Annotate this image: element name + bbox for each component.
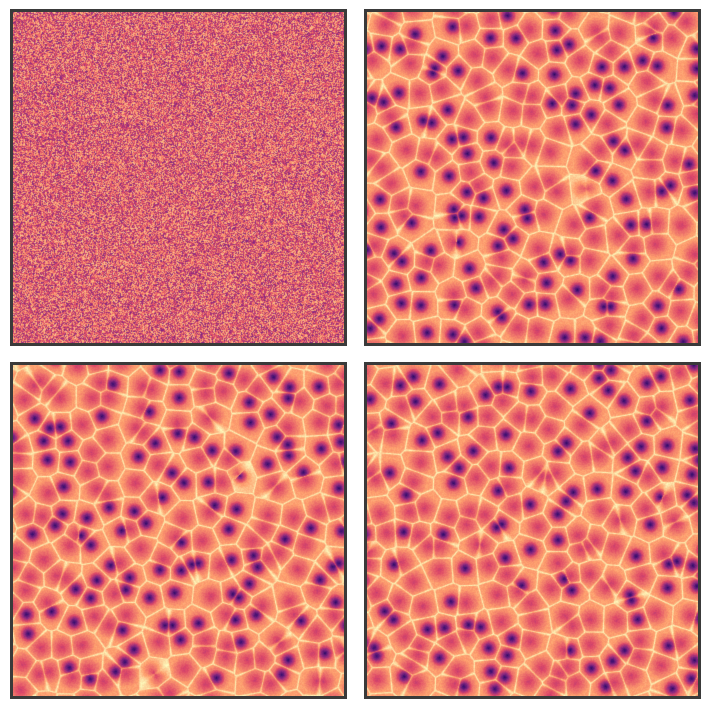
evolved-cellular-field-2-panel [10, 362, 347, 699]
random-noise-field-panel [10, 9, 347, 346]
evolved-cellular-field-1-image [367, 12, 698, 343]
evolved-cellular-field-1-panel [364, 9, 701, 346]
evolved-cellular-field-3-image [367, 365, 698, 696]
evolved-cellular-field-2-image [13, 365, 344, 696]
random-noise-field-image [13, 12, 344, 343]
evolved-cellular-field-3-panel [364, 362, 701, 699]
